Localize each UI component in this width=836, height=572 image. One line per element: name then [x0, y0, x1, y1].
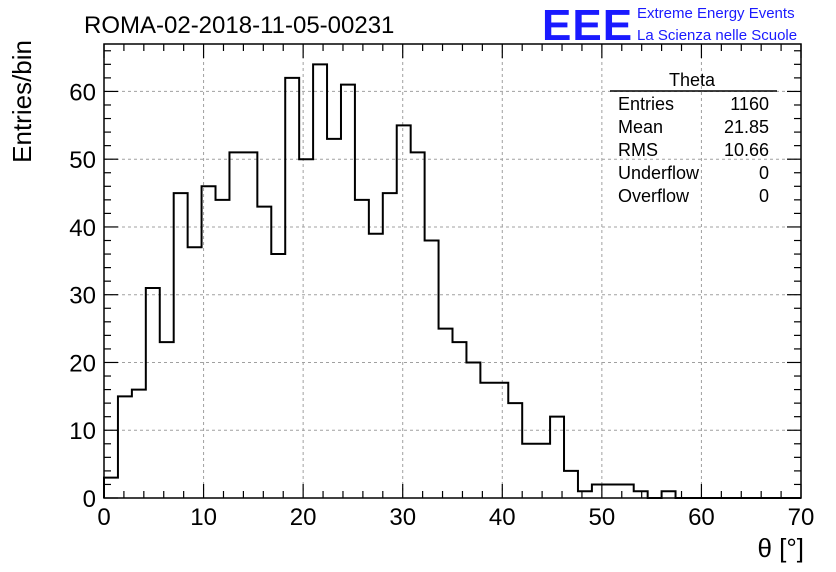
x-tick-labels: 0 10 20 30 40 50 60 70 [97, 504, 814, 531]
histogram-bin [634, 491, 648, 498]
stats-row-value: 0 [759, 163, 769, 183]
logo-line-1: Extreme Energy Events [637, 5, 795, 22]
stats-box: Theta Entries 1160 Mean 21.85 RMS 10.66 Underf… [610, 70, 777, 206]
chart-title: ROMA-02-2018-11-05-00231 [84, 12, 394, 39]
plot-frame [103, 43, 802, 499]
histogram-bin [257, 207, 271, 498]
histogram-bin [439, 329, 453, 498]
y-tick-label: 20 [69, 350, 96, 377]
histogram-bin [480, 383, 494, 498]
x-tick-label: 0 [97, 504, 110, 531]
y-tick-label: 60 [69, 79, 96, 106]
histogram-bin [146, 288, 160, 498]
logo-line-2: La Scienza nelle Scuole [637, 27, 797, 44]
stats-row-label: Underflow [618, 163, 700, 183]
histogram-bin [592, 484, 606, 498]
histogram-bin [313, 64, 327, 498]
histogram-bin [536, 444, 550, 498]
histogram-bin [425, 241, 439, 498]
histogram-bin [550, 417, 564, 498]
histogram-bin [369, 234, 383, 498]
stats-row-label: Overflow [618, 186, 690, 206]
histogram-bin [355, 200, 369, 498]
histogram-bin [285, 78, 299, 498]
stats-row-value: 0 [759, 186, 769, 206]
histogram-bin [174, 193, 188, 498]
x-tick-label: 50 [589, 504, 616, 531]
histogram-bin [466, 362, 480, 498]
stats-row-value: 1160 [730, 94, 769, 114]
histogram-bin [494, 383, 508, 498]
histogram-bin [160, 342, 174, 498]
stats-row-label: Mean [618, 117, 663, 137]
histogram-bin [229, 152, 243, 498]
histogram-bin [118, 396, 132, 498]
histogram-outline [103, 63, 801, 499]
histogram-bin [453, 342, 467, 498]
histogram-bin [188, 247, 202, 498]
histogram-bin [216, 200, 230, 498]
histogram-bin [564, 471, 578, 498]
y-tick-label: 30 [69, 283, 96, 310]
histogram-bin [271, 254, 285, 498]
histogram-bin [662, 491, 676, 498]
x-tick-label: 30 [389, 504, 416, 531]
x-tick-label: 40 [489, 504, 516, 531]
histogram-bin [383, 193, 397, 498]
y-tick-label: 50 [69, 147, 96, 174]
histogram-bin [104, 478, 118, 498]
stats-rows: Entries 1160 Mean 21.85 RMS 10.66 Underflow 0 Ov… [618, 94, 769, 206]
histogram-bin [508, 403, 522, 498]
eee-logo: EEE [542, 1, 633, 50]
x-tick-label: 20 [290, 504, 317, 531]
x-axis-label: θ [°] [757, 533, 804, 563]
stats-row-value: 10.66 [724, 140, 769, 160]
histogram-bin [578, 491, 592, 498]
stats-row-label: RMS [618, 140, 658, 160]
stats-row-value: 21.85 [724, 117, 769, 137]
y-tick-label: 40 [69, 215, 96, 242]
histogram-bin [397, 125, 411, 498]
histogram-bin [243, 152, 257, 498]
x-tick-label: 10 [190, 504, 217, 531]
axes-frame [103, 43, 802, 499]
histogram-bin [341, 85, 355, 498]
histogram-bin [327, 139, 341, 498]
stats-title: Theta [669, 70, 716, 90]
y-tick-label: 10 [69, 418, 96, 445]
axis-ticks [103, 44, 802, 499]
y-axis-label: Entries/bin [7, 40, 37, 163]
histogram-bin [411, 152, 425, 498]
histogram-bin [606, 484, 620, 498]
histogram-bin [132, 390, 146, 498]
y-tick-label: 0 [83, 486, 96, 513]
histogram-bin [202, 186, 216, 498]
histogram-bars [103, 63, 801, 499]
histogram-bin [299, 159, 313, 498]
histogram-bin [522, 444, 536, 498]
y-tick-labels: 0 10 20 30 40 50 60 [69, 79, 96, 513]
stats-row-label: Entries [618, 94, 674, 114]
grid-lines [104, 44, 801, 498]
x-tick-label: 70 [788, 504, 815, 531]
x-tick-label: 60 [688, 504, 715, 531]
